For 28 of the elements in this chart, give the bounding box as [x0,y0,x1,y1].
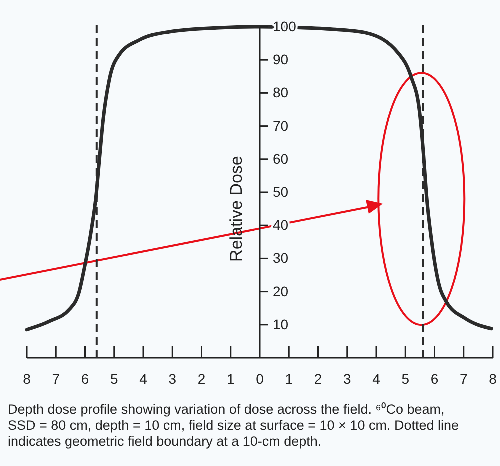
y-tick-label: 50 [273,184,289,200]
x-tick-label: 6 [430,370,439,387]
y-tick-label: 10 [273,316,289,332]
x-tick-label: 0 [256,370,264,387]
y-tick-label: 90 [273,52,289,68]
x-tick-label: 6 [81,370,90,387]
y-tick-label: 30 [273,250,289,266]
x-tick-label: 7 [460,370,468,387]
x-tick-label: 5 [110,370,118,387]
x-tick-label: 8 [489,370,498,387]
text: Depth dose profile showing variation of dose across the field. ⁶⁰Co beam, SSD = 80 cm, depth = 10 cm, field size at surface = 10 × 10 cm. Dotted line indicates geometric field boundary at a 10-cm depth. [8,402,459,449]
x-tick-label: 2 [314,370,322,387]
x-tick-label: 4 [372,370,381,387]
x-tick-label: 7 [52,370,60,387]
x-tick-label: 3 [168,370,177,387]
x-tick-label: 5 [402,370,410,387]
y-tick-label: 70 [273,118,289,134]
x-tick-label: 2 [198,370,206,387]
x-tick-label: 1 [285,370,294,387]
y-tick-label: 80 [273,84,289,101]
y-axis-title: Relative Dose [227,156,246,262]
y-tick-label: 20 [273,283,289,300]
y-tick-label: 100 [273,18,297,34]
x-tick-label: 1 [226,370,235,387]
x-tick-label: 3 [343,370,352,387]
x-tick-label: 8 [23,370,32,387]
y-tick-label: 60 [273,150,289,167]
x-tick-label: 4 [140,370,148,387]
